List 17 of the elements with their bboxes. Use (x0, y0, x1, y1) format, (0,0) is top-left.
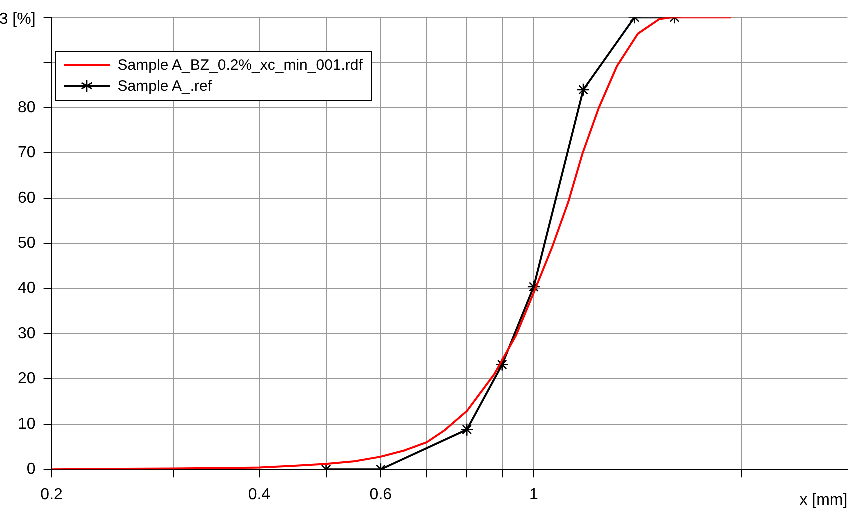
y-tick-label: 0 (26, 461, 36, 478)
y-tick-label: 50 (18, 235, 36, 252)
x-axis-title: x [mm] (800, 492, 848, 509)
y-tick-label: 30 (18, 325, 36, 342)
y-tick-label: 80 (18, 99, 36, 116)
y-axis-title: 3 [%] (0, 11, 36, 28)
x-tick-label: 0.6 (370, 486, 392, 504)
y-tick-label: 70 (18, 144, 36, 162)
x-tick-label: 0.2 (40, 486, 64, 504)
legend-label: Sample A_.ref (118, 76, 212, 97)
x-tick-label: 0.4 (248, 486, 271, 504)
y-tick-label: 40 (18, 280, 36, 298)
x-tick-label: 1 (529, 486, 538, 504)
y-tick-label: 10 (18, 416, 36, 433)
legend-label: Sample A_BZ_0.2%_xc_min_001.rdf (118, 56, 363, 76)
y-tick-label: 20 (18, 370, 36, 388)
y-tick-label: 60 (18, 190, 36, 207)
